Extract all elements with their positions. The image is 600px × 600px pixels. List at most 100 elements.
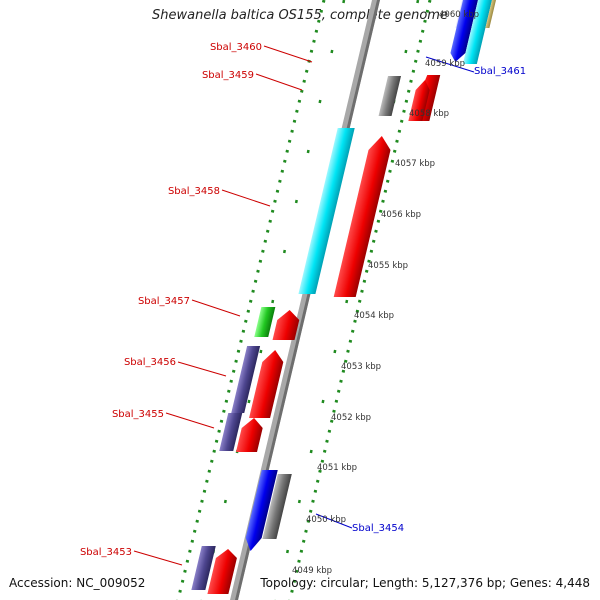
tick-mark bbox=[224, 399, 229, 403]
gene-arrow-3461 bbox=[450, 0, 478, 62]
tick-mark bbox=[367, 259, 371, 263]
tick-mark bbox=[258, 259, 263, 263]
scale-label-4052: 4052 kbp bbox=[331, 413, 371, 423]
label-leaders bbox=[133, 45, 475, 566]
tick-mark bbox=[247, 399, 251, 404]
gene-label-sbal-3453: Sbal_3453 bbox=[80, 547, 132, 558]
tick-mark bbox=[313, 489, 318, 493]
tick-mark bbox=[329, 419, 334, 423]
tick-mark bbox=[268, 219, 272, 223]
tick-mark bbox=[285, 149, 289, 153]
gene-block-3459-left bbox=[378, 76, 402, 116]
tick-mark bbox=[302, 79, 306, 83]
tick-mark bbox=[300, 89, 304, 93]
tick-mark bbox=[248, 299, 253, 303]
tick-mark bbox=[287, 139, 292, 143]
gene-block-3453-left bbox=[191, 546, 216, 590]
tick-mark bbox=[202, 489, 207, 493]
tick-mark bbox=[297, 559, 301, 563]
tick-mark bbox=[205, 479, 209, 483]
tick-mark bbox=[236, 349, 241, 353]
tick-mark bbox=[222, 409, 226, 413]
tick-mark bbox=[343, 359, 348, 363]
tick-mark bbox=[330, 49, 334, 54]
gene-arrow-3454 bbox=[245, 470, 278, 551]
tick-mark bbox=[376, 219, 381, 223]
scale-labels: 4049 kbp 4050 kbp 4051 kbp 4052 kbp 4053… bbox=[292, 10, 479, 576]
tick-mark bbox=[345, 299, 349, 304]
tick-mark bbox=[285, 549, 290, 554]
tick-mark bbox=[315, 479, 320, 483]
scale-label-4060: 4060 kbp bbox=[439, 10, 479, 20]
gene-arrow-3456 bbox=[249, 350, 284, 418]
tick-mark bbox=[395, 139, 399, 143]
tick-mark bbox=[416, 49, 420, 53]
gene-label-sbal-3458: Sbal_3458 bbox=[168, 186, 220, 197]
tick-mark bbox=[261, 249, 265, 253]
tick-mark bbox=[392, 149, 397, 153]
gene-label-sbal-3459: Sbal_3459 bbox=[202, 70, 254, 81]
tick-mark bbox=[378, 209, 383, 213]
tick-mark bbox=[325, 439, 329, 443]
gene-block-3461-cyan bbox=[462, 0, 492, 64]
tick-mark bbox=[369, 249, 374, 253]
blue-strand-genes bbox=[245, 0, 496, 551]
gene-arrow-3458 bbox=[333, 136, 391, 297]
tick-mark bbox=[180, 579, 185, 583]
scale-label-4050: 4050 kbp bbox=[306, 515, 346, 525]
tick-mark bbox=[409, 79, 413, 83]
tick-mark bbox=[309, 49, 314, 53]
tick-mark bbox=[239, 339, 243, 343]
tick-mark bbox=[217, 429, 221, 433]
tick-mark bbox=[283, 159, 287, 163]
tick-mark bbox=[416, 0, 420, 4]
tick-mark bbox=[253, 279, 258, 283]
tick-mark bbox=[227, 389, 231, 393]
tick-mark bbox=[185, 559, 190, 563]
tick-mark bbox=[353, 319, 357, 323]
tick-mark bbox=[388, 169, 392, 173]
tick-mark bbox=[309, 449, 313, 454]
tick-mark bbox=[304, 69, 309, 73]
tick-mark bbox=[342, 0, 346, 4]
tick-mark bbox=[278, 179, 282, 183]
tick-mark bbox=[320, 459, 325, 463]
gene-label-sbal-3456: Sbal_3456 bbox=[124, 357, 176, 368]
scale-label-4049: 4049 kbp bbox=[292, 566, 332, 576]
tick-mark bbox=[188, 549, 192, 553]
tick-mark bbox=[183, 569, 187, 573]
tick-mark bbox=[259, 349, 263, 354]
tick-mark bbox=[350, 329, 355, 333]
tick-mark bbox=[318, 469, 322, 473]
tick-mark bbox=[362, 279, 367, 283]
tick-mark bbox=[231, 369, 236, 373]
tick-mark bbox=[251, 289, 255, 293]
tick-mark bbox=[411, 69, 416, 73]
tick-mark bbox=[423, 19, 427, 23]
tick-mark bbox=[190, 539, 195, 543]
tick-mark bbox=[301, 539, 306, 543]
tick-mark bbox=[200, 499, 204, 503]
tick-mark bbox=[263, 239, 268, 243]
tick-mark bbox=[312, 39, 316, 43]
tick-mark bbox=[360, 289, 364, 293]
tick-mark bbox=[397, 129, 402, 133]
tick-mark bbox=[371, 239, 376, 243]
gene-label-sbal-3461: Sbal_3461 bbox=[474, 66, 526, 77]
tick-mark bbox=[265, 229, 270, 233]
gene-label-sbal-3460: Sbal_3460 bbox=[210, 42, 262, 53]
tick-mark bbox=[294, 199, 298, 204]
tick-mark bbox=[311, 499, 315, 503]
tick-mark bbox=[192, 529, 197, 533]
tick-mark bbox=[332, 409, 336, 413]
tick-mark bbox=[346, 349, 350, 353]
tick-mark bbox=[273, 199, 277, 203]
tick-mark bbox=[427, 0, 432, 3]
tick-mark bbox=[402, 109, 406, 113]
tick-mark bbox=[420, 29, 425, 33]
tick-mark bbox=[381, 199, 385, 203]
scale-label-4057: 4057 kbp bbox=[395, 159, 435, 169]
topology-text: Topology: circular; Length: 5,127,376 bp… bbox=[260, 576, 590, 590]
tick-mark bbox=[374, 229, 378, 233]
tick-mark bbox=[290, 129, 294, 133]
